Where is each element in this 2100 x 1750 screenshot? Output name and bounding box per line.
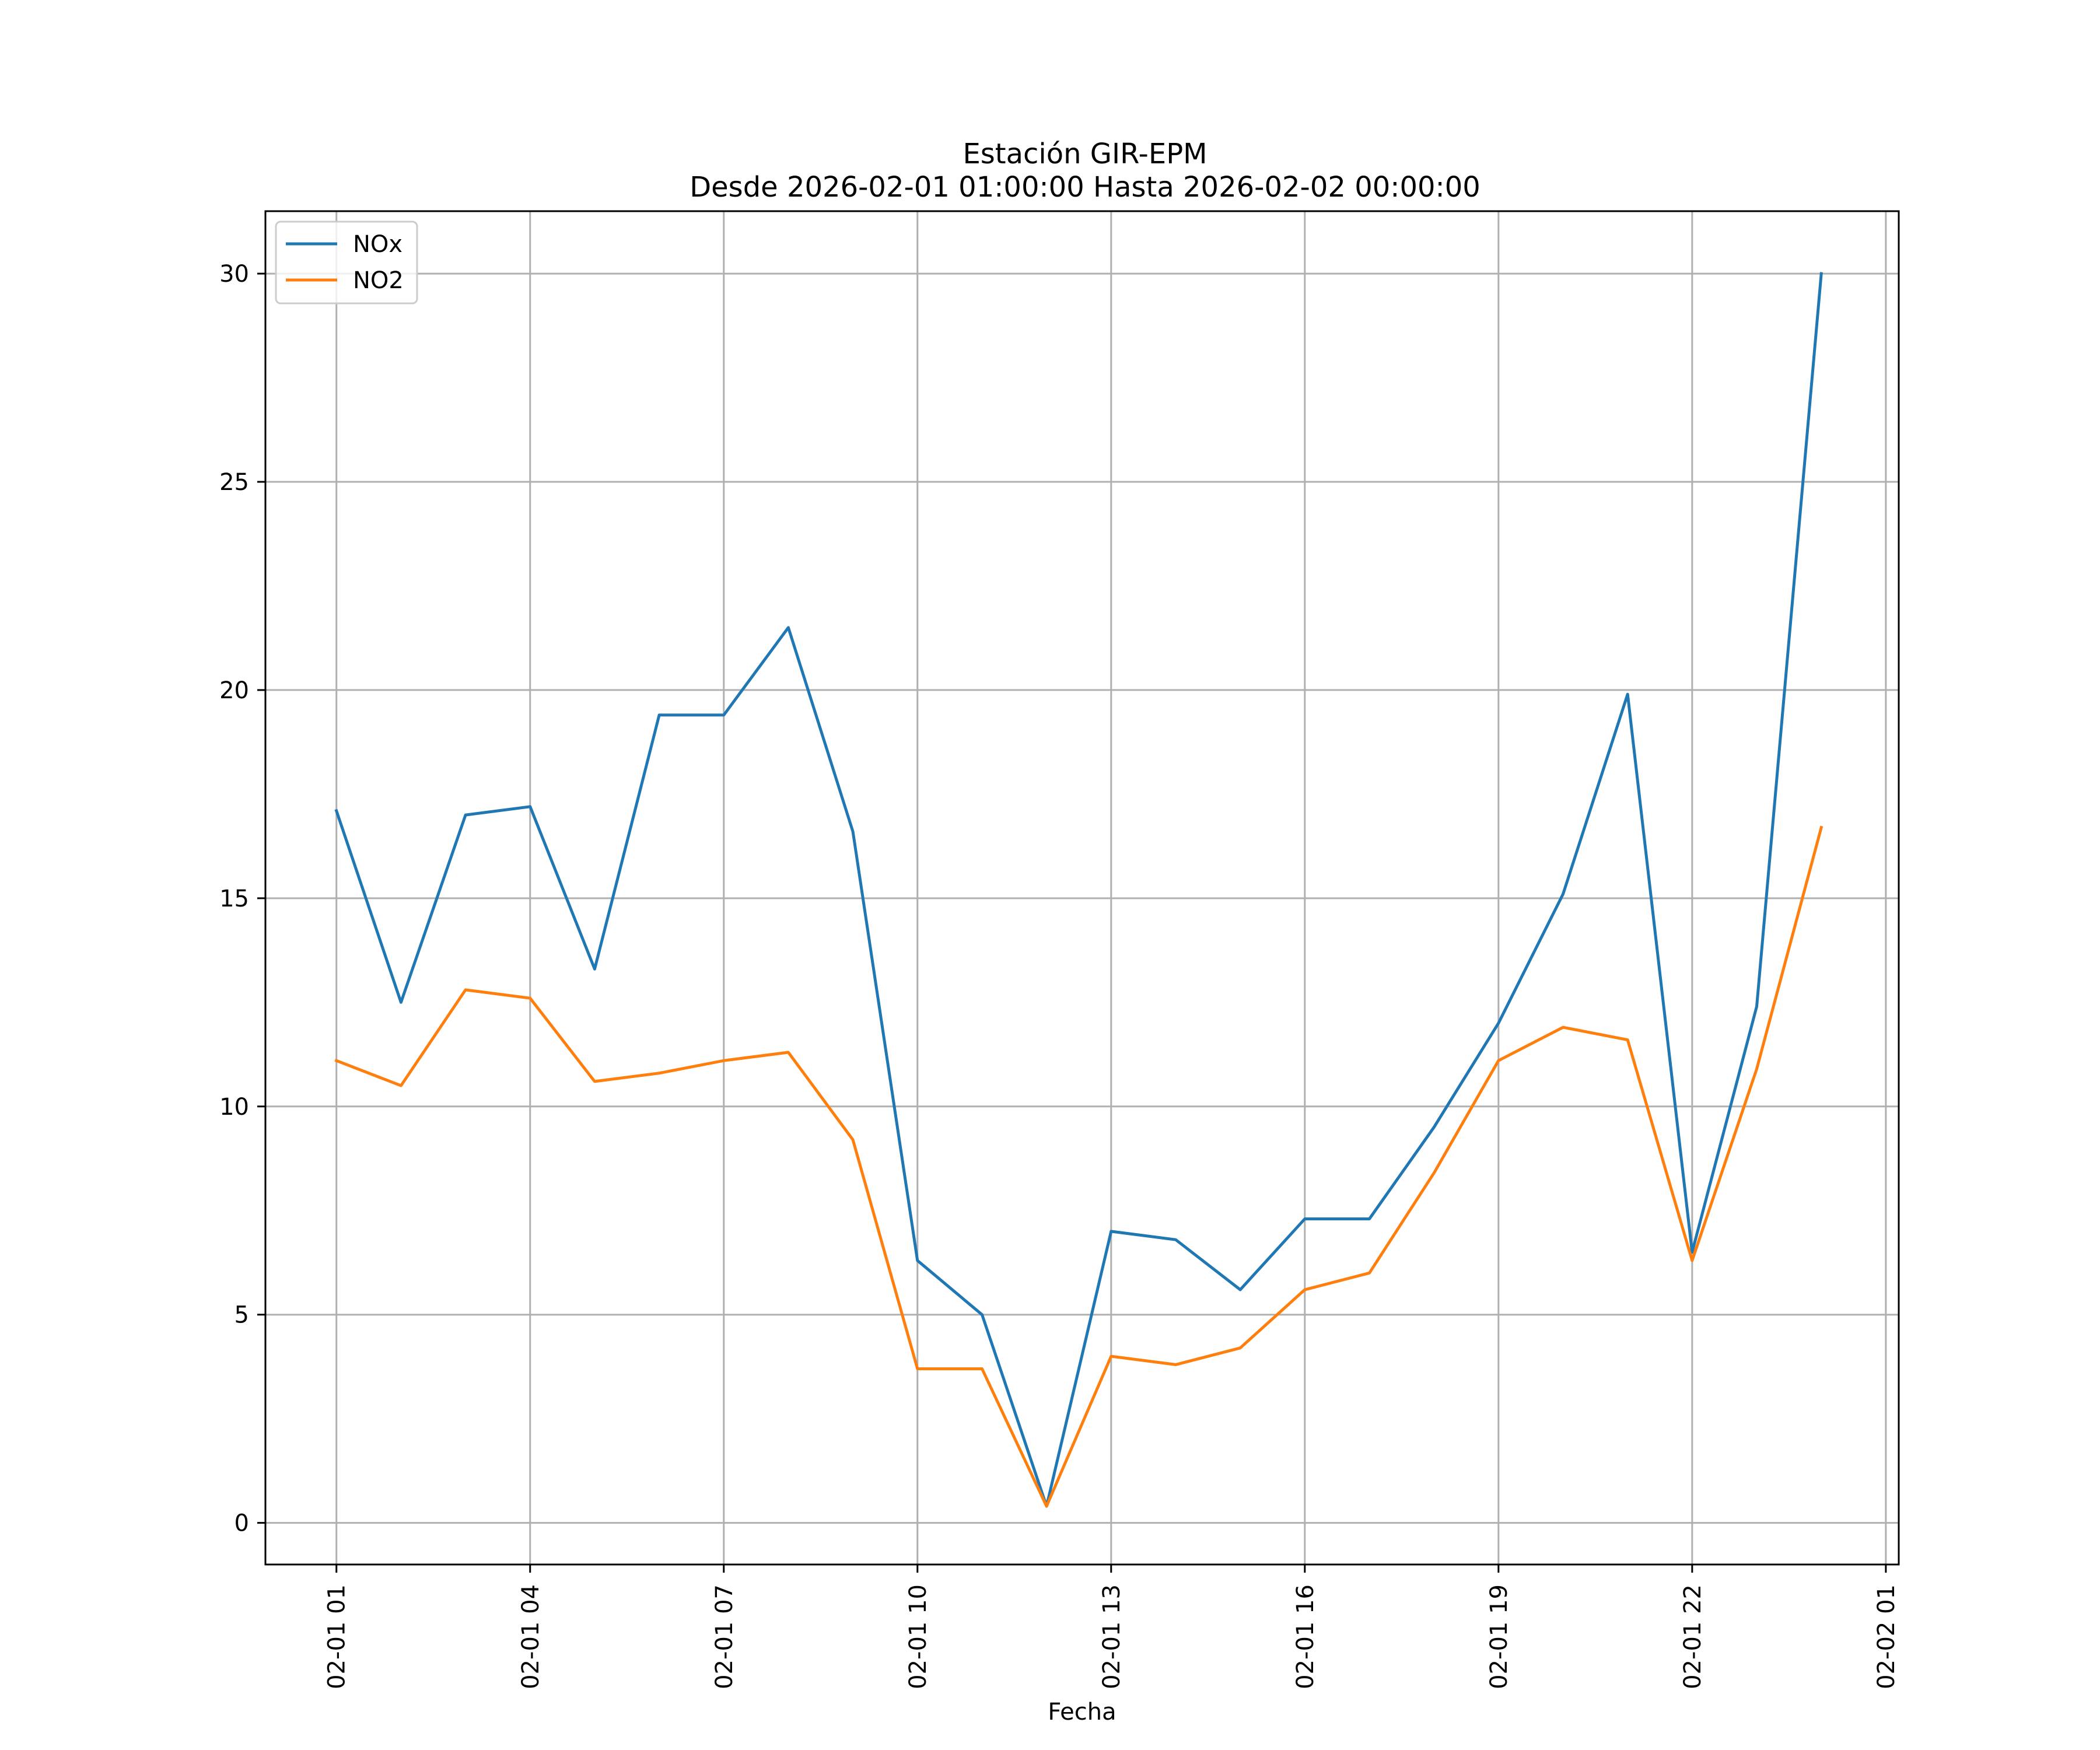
series-line-nox [334,272,1823,1508]
legend: NOx NO2 [275,220,418,304]
grid [265,211,1899,1564]
y-tick-label: 5 [235,1302,249,1329]
x-tick-label: 02-01 07 [711,1584,738,1689]
axis-ticks: 02-01 01 02-01 04 02-01 07 02-01 10 02-01 13… [219,261,1900,1689]
x-tick-label: 02-02 01 [1873,1584,1900,1689]
y-tick-label: 15 [219,886,249,912]
chart-title-line1: Estación GIR-EPM [963,138,1207,170]
series-lines [334,272,1824,1508]
y-tick-label: 0 [235,1510,249,1537]
legend-label-no2: NO2 [353,267,404,294]
y-tick-label: 20 [219,677,249,704]
y-tick-label: 30 [219,261,249,288]
x-tick-label: 02-01 10 [905,1584,932,1689]
x-tick-label: 02-01 19 [1486,1584,1513,1689]
chart-title-line2: Desde 2026-02-01 01:00:00 Hasta 2026-02-… [690,171,1480,204]
series-line-no2 [334,825,1824,1508]
x-tick-label: 02-01 13 [1098,1584,1125,1689]
y-tick-label: 10 [219,1094,249,1121]
plot-frame [264,210,1900,1566]
y-tick-label: 25 [219,469,249,496]
x-tick-label: 02-01 16 [1292,1584,1319,1689]
x-tick-label: 02-01 01 [324,1584,351,1689]
legend-box [275,220,418,304]
x-tick-label: 02-01 22 [1679,1584,1706,1689]
x-tick-label: 02-01 04 [517,1584,544,1689]
x-axis-label: Fecha [1048,1699,1116,1726]
legend-label-nox: NOx [353,231,402,258]
